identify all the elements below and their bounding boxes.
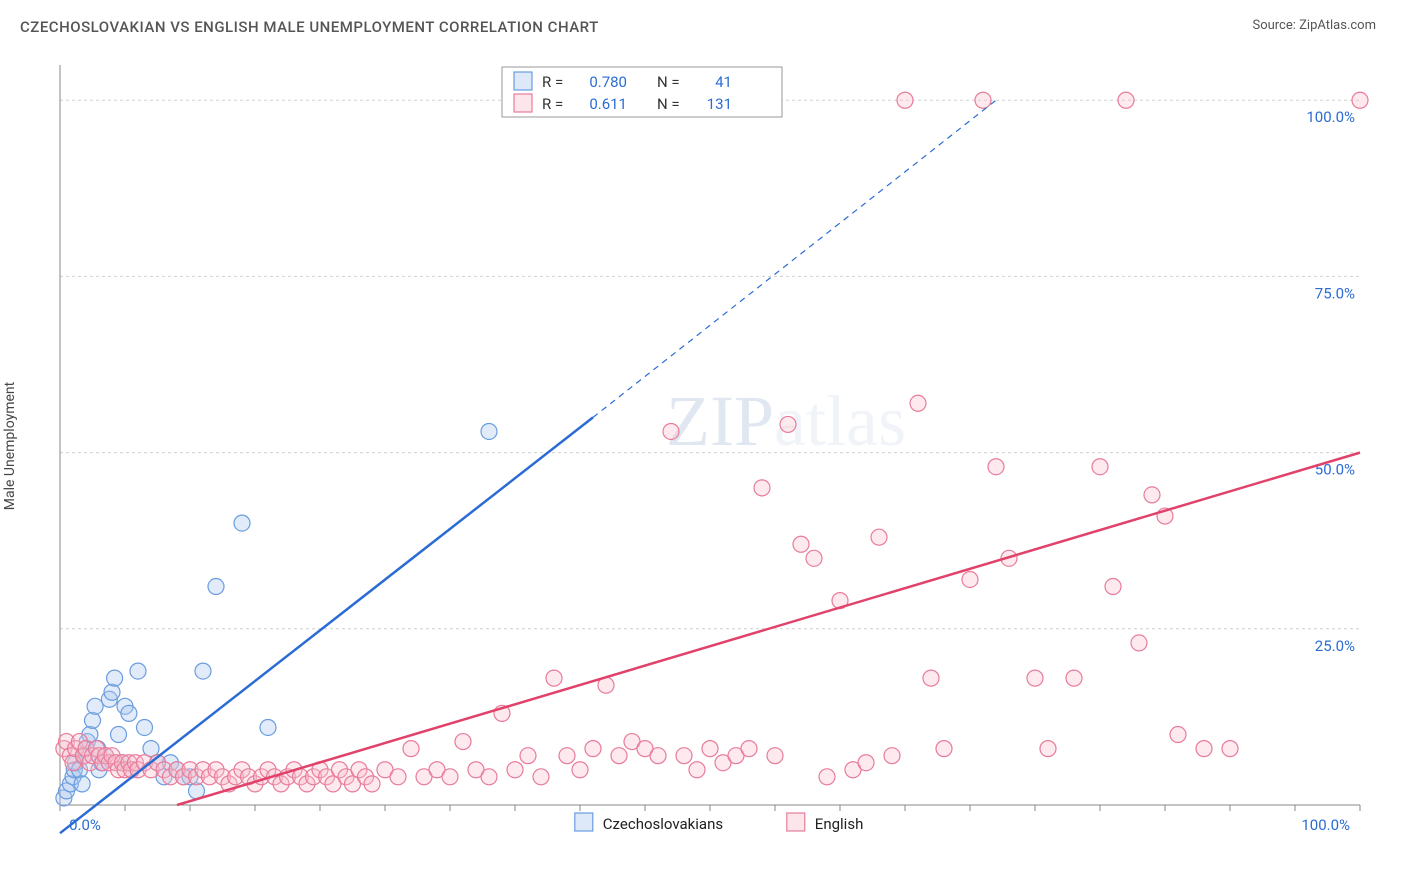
legend-r-value: 0.780 <box>589 73 627 91</box>
legend-swatch <box>514 94 532 112</box>
data-point-czech <box>74 776 90 792</box>
data-point-english <box>962 571 978 587</box>
data-point-english <box>780 416 796 432</box>
data-point-czech <box>137 719 153 735</box>
series-label: Czechoslovakians <box>603 815 723 833</box>
chart-svg: 25.0%50.0%75.0%100.0%0.0%100.0%ZIPatlasR… <box>60 55 1380 835</box>
data-point-english <box>611 748 627 764</box>
data-point-english <box>871 529 887 545</box>
data-point-english <box>1196 741 1212 757</box>
data-point-english <box>442 769 458 785</box>
data-point-czech <box>87 698 103 714</box>
data-point-english <box>806 550 822 566</box>
scatter-plot: 25.0%50.0%75.0%100.0%0.0%100.0%ZIPatlasR… <box>60 55 1380 835</box>
x-tick-label: 100.0% <box>1301 816 1350 834</box>
data-point-czech <box>104 684 120 700</box>
y-tick-label: 75.0% <box>1315 284 1355 302</box>
data-point-english <box>767 748 783 764</box>
series-label: English <box>815 815 864 833</box>
data-point-english <box>559 748 575 764</box>
data-point-english <box>793 536 809 552</box>
data-point-czech <box>234 515 250 531</box>
data-point-czech <box>195 663 211 679</box>
data-point-english <box>1092 459 1108 475</box>
data-point-english <box>884 748 900 764</box>
data-point-english <box>663 423 679 439</box>
chart-title: CZECHOSLOVAKIAN VS ENGLISH MALE UNEMPLOY… <box>20 18 599 36</box>
data-point-english <box>572 762 588 778</box>
data-point-english <box>819 769 835 785</box>
data-point-english <box>1027 670 1043 686</box>
x-tick-label: 0.0% <box>69 816 101 834</box>
data-point-english <box>1352 92 1368 108</box>
data-point-english <box>650 748 666 764</box>
data-point-english <box>1105 579 1121 595</box>
data-point-english <box>689 762 705 778</box>
y-tick-label: 100.0% <box>1306 108 1355 126</box>
data-point-czech <box>111 727 127 743</box>
data-point-czech <box>107 670 123 686</box>
data-point-english <box>1066 670 1082 686</box>
data-point-english <box>754 480 770 496</box>
data-point-english <box>1040 741 1056 757</box>
series-swatch <box>575 813 593 831</box>
legend-swatch <box>514 72 532 90</box>
legend-n-label: N = <box>657 95 680 113</box>
data-point-english <box>676 748 692 764</box>
data-point-czech <box>481 423 497 439</box>
legend-n-value: 41 <box>715 73 732 91</box>
source-attribution: Source: ZipAtlas.com <box>1252 18 1376 33</box>
source-prefix: Source: <box>1252 18 1299 33</box>
legend-r-label: R = <box>542 95 563 113</box>
data-point-english <box>858 755 874 771</box>
legend-r-value: 0.611 <box>589 95 627 113</box>
data-point-czech <box>130 663 146 679</box>
data-point-english <box>988 459 1004 475</box>
data-point-english <box>910 395 926 411</box>
data-point-english <box>520 748 536 764</box>
data-point-english <box>403 741 419 757</box>
data-point-english <box>455 734 471 750</box>
data-point-english <box>1131 635 1147 651</box>
legend-n-label: N = <box>657 73 680 91</box>
data-point-english <box>546 670 562 686</box>
data-point-english <box>585 741 601 757</box>
legend-n-value: 131 <box>707 95 732 113</box>
data-point-english <box>481 769 497 785</box>
y-tick-label: 25.0% <box>1315 637 1355 655</box>
data-point-english <box>702 741 718 757</box>
data-point-english <box>507 762 523 778</box>
data-point-english <box>975 92 991 108</box>
data-point-english <box>364 776 380 792</box>
data-point-czech <box>260 719 276 735</box>
data-point-english <box>390 769 406 785</box>
source-link[interactable]: ZipAtlas.com <box>1299 18 1376 33</box>
series-swatch <box>787 813 805 831</box>
data-point-czech <box>85 712 101 728</box>
data-point-english <box>936 741 952 757</box>
data-point-english <box>897 92 913 108</box>
y-axis-label: Male Unemployment <box>2 382 18 510</box>
data-point-czech <box>121 705 137 721</box>
data-point-english <box>1144 487 1160 503</box>
trend-extend-czech <box>593 100 996 417</box>
data-point-english <box>1222 741 1238 757</box>
data-point-english <box>1170 727 1186 743</box>
data-point-english <box>741 741 757 757</box>
legend-r-label: R = <box>542 73 563 91</box>
data-point-english <box>533 769 549 785</box>
data-point-czech <box>208 579 224 595</box>
data-point-english <box>1118 92 1134 108</box>
data-point-english <box>923 670 939 686</box>
